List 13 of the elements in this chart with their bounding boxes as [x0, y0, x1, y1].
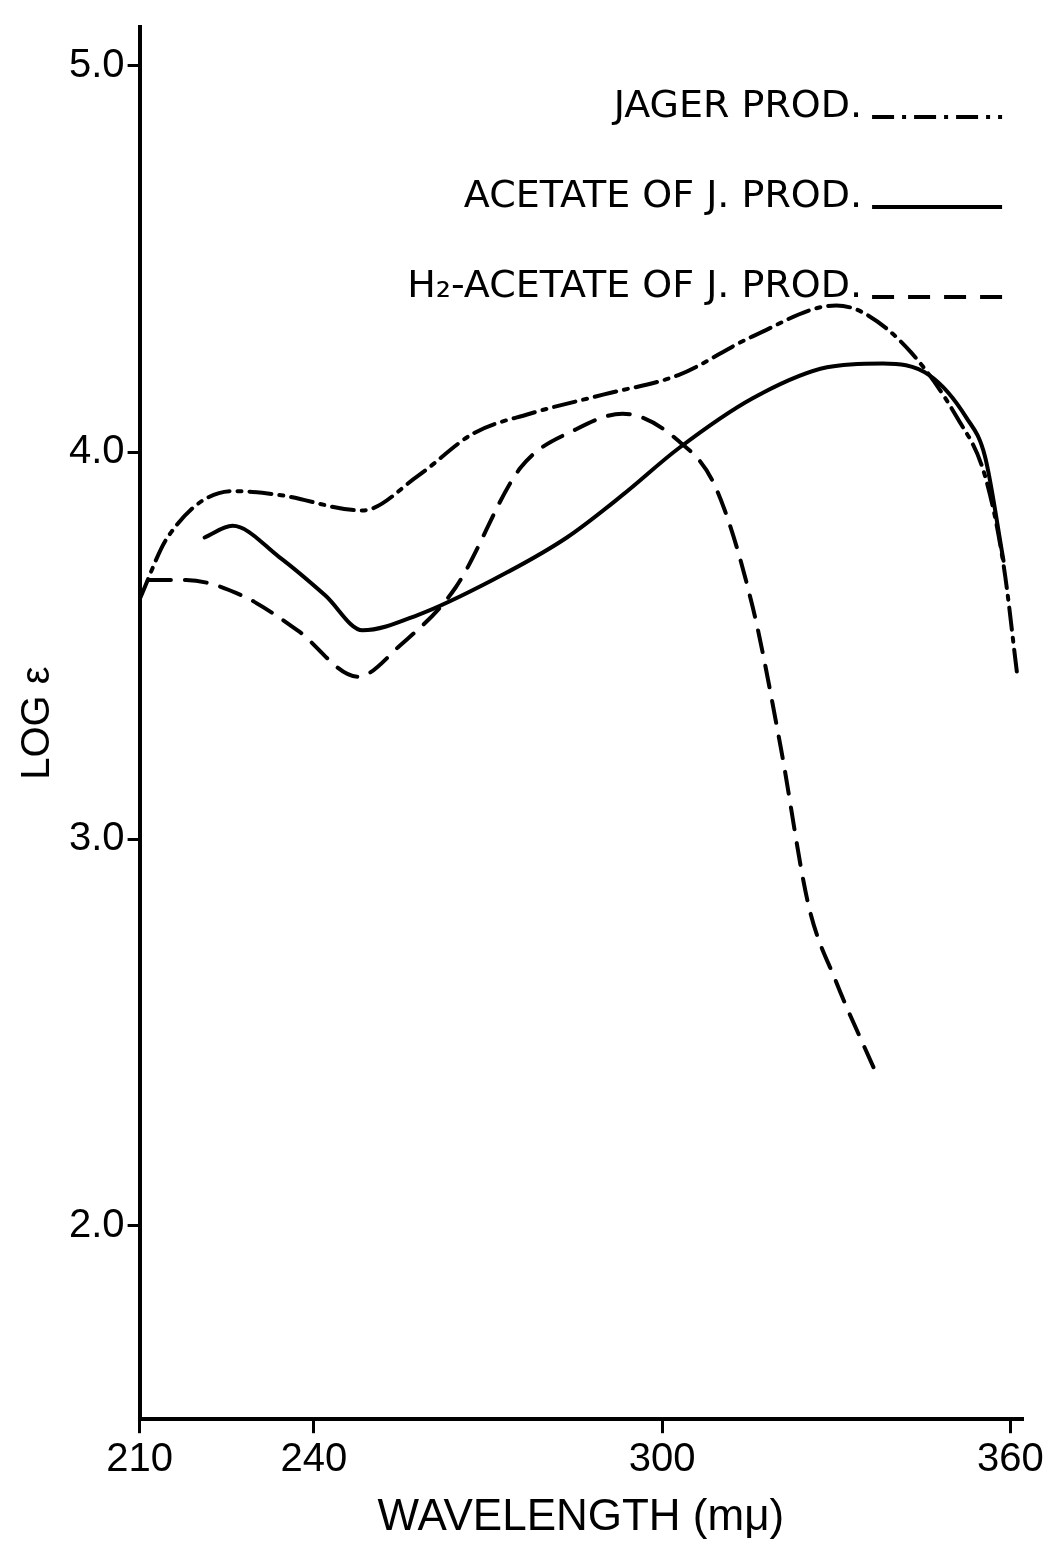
legend-label: JAGER PROD. — [611, 81, 863, 126]
y-tick-label: 5.0 — [69, 40, 125, 85]
y-tick-label: 3.0 — [69, 814, 125, 859]
x-tick-label: 360 — [977, 1435, 1044, 1480]
y-tick-label: 4.0 — [69, 427, 125, 472]
x-tick-label: 240 — [280, 1435, 348, 1480]
legend-label: ACETATE OF J. PROD. — [463, 171, 863, 216]
y-axis-title: LOG ε — [13, 666, 58, 780]
x-tick-label: 210 — [106, 1435, 173, 1480]
x-axis-title: WAVELENGTH (mμ) — [377, 1489, 785, 1539]
y-tick-label: 2.0 — [69, 1200, 125, 1245]
x-tick-label: 300 — [628, 1435, 696, 1480]
legend-label: H₂-ACETATE OF J. PROD. — [407, 261, 863, 306]
